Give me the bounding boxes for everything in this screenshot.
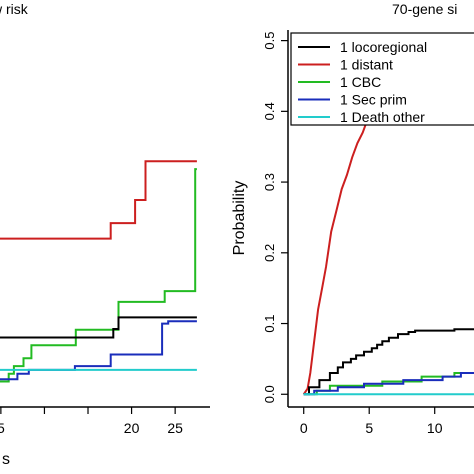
series-line-distant: [0, 160, 197, 240]
legend-box: [290, 32, 474, 126]
right-panel-title: 70-gene si: [392, 1, 457, 17]
right-y-axis-label: Probability: [231, 181, 248, 256]
legend-label: 1 distant: [340, 57, 393, 73]
x-tick-label: 20: [124, 420, 140, 436]
legend-label: 1 Death other: [340, 109, 425, 125]
legend-label: 1 CBC: [340, 74, 381, 90]
left-panel: w risk 5 20 25 s: [0, 1, 210, 468]
left-x-axis-label: s: [2, 451, 10, 468]
series-line-cbc: [0, 168, 197, 383]
y-tick-label: 0.1: [262, 314, 277, 332]
x-tick-label: 5: [0, 420, 5, 436]
left-series-lines: [0, 160, 197, 383]
x-tick-label: 10: [427, 420, 443, 436]
y-tick-label: 0.4: [262, 102, 277, 120]
x-tick-label: 25: [167, 420, 183, 436]
right-x-axis: 0 5 10: [300, 407, 443, 436]
series-line-sec-prim: [303, 372, 474, 396]
y-tick-label: 0.3: [262, 173, 277, 191]
y-tick-label: 0.2: [262, 244, 277, 262]
left-x-axis: 5 20 25: [0, 407, 183, 436]
x-tick-label: 5: [365, 420, 373, 436]
series-line-locoregional: [0, 316, 197, 339]
x-tick-label: 0: [300, 420, 308, 436]
series-line-sec-prim: [0, 320, 197, 381]
right-y-axis: 0.0 0.1 0.2 0.3 0.4 0.5: [262, 32, 288, 403]
y-tick-label: 0.5: [262, 32, 277, 50]
left-panel-title: w risk: [0, 1, 29, 17]
legend-label: 1 Sec prim: [340, 92, 407, 108]
series-line-locoregional: [303, 328, 474, 396]
right-panel: 70-gene si 0.0 0.1 0.2 0.3 0.4 0.5 0 5 10 Proba…: [231, 1, 474, 436]
legend-label: 1 locoregional: [340, 39, 427, 55]
y-tick-label: 0.0: [262, 385, 277, 403]
